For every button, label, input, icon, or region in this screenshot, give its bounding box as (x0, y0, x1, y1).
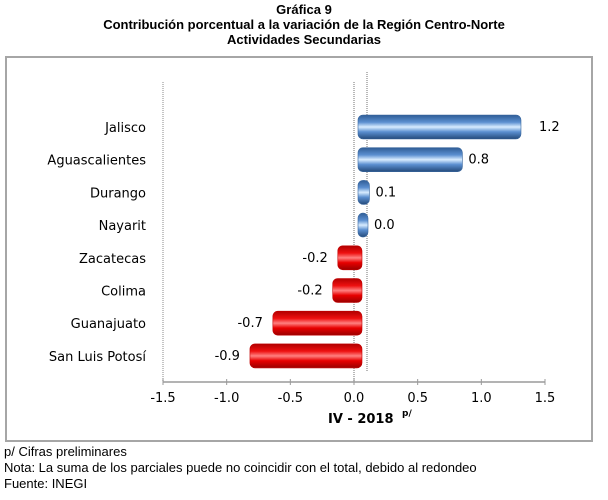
data-label: -0.2 (302, 251, 327, 266)
x-axis-label: IV - 2018 (328, 412, 394, 427)
bar (357, 212, 369, 238)
data-label: 0.0 (374, 218, 395, 233)
bar (357, 114, 522, 140)
chart-frame (5, 56, 593, 442)
data-label: 0.1 (375, 185, 396, 200)
bar (337, 245, 363, 271)
x-tick-label: -1.5 (150, 391, 175, 406)
category-label: Aguascalientes (47, 154, 146, 169)
footnotes: p/ Cifras preliminares Nota: La suma de … (4, 444, 477, 492)
data-label: 1.2 (539, 120, 560, 135)
footnote-source: Fuente: INEGI (4, 476, 88, 491)
x-tick-label: 1.5 (535, 391, 556, 406)
bar (332, 278, 363, 303)
bar (357, 147, 463, 172)
data-label: -0.7 (237, 316, 262, 331)
category-label: Zacatecas (79, 252, 146, 267)
chart-title: Gráfica 9 (276, 2, 332, 17)
x-tick-label: -1.0 (214, 391, 239, 406)
category-label: Nayarit (99, 219, 146, 234)
category-label: Jalisco (104, 121, 146, 136)
x-tick-label: 1.0 (471, 391, 492, 406)
category-label: Colima (101, 285, 146, 300)
chart-subtitle: Contribución porcentual a la variación d… (103, 17, 505, 32)
chart-subtitle-2: Actividades Secundarias (227, 32, 381, 47)
x-tick-label: 0.0 (344, 391, 365, 406)
x-tick-label: 0.5 (407, 391, 428, 406)
bar (249, 343, 363, 369)
data-label: -0.9 (215, 349, 240, 364)
data-label: -0.2 (297, 284, 322, 299)
bar (272, 310, 363, 336)
x-tick-label: -0.5 (278, 391, 303, 406)
data-label: 0.8 (468, 153, 489, 168)
bar (357, 180, 370, 205)
footnote-preliminary: p/ Cifras preliminares (4, 444, 127, 459)
x-axis-label-superscript: p/ (402, 409, 412, 419)
category-label: Guanajuato (71, 317, 146, 332)
category-label: San Luis Potosí (49, 350, 147, 365)
category-label: Durango (90, 186, 146, 201)
footnote-note: Nota: La suma de los parciales puede no … (4, 460, 477, 475)
